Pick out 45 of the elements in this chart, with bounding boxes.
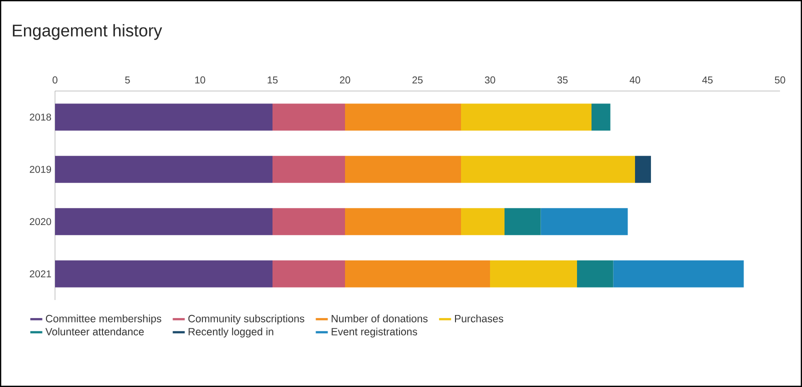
bar [345, 156, 462, 183]
x-tick-label: 30 [484, 76, 496, 84]
bar [461, 208, 505, 236]
bar [55, 104, 273, 131]
legend-label: Committee memberships [46, 314, 162, 324]
x-tick-label: 15 [268, 76, 278, 84]
y-tick-label: 2021 [30, 270, 51, 278]
legend-label: Volunteer attendance [45, 328, 144, 336]
y-tick-label: 2019 [30, 166, 52, 173]
x-tick-label: 20 [340, 76, 350, 84]
bar [55, 208, 273, 236]
bar [613, 260, 744, 288]
bar [635, 156, 651, 183]
x-tick-label: 25 [412, 76, 423, 84]
bar [490, 260, 578, 288]
x-tick-label: 10 [195, 76, 206, 84]
legend-label: Recently logged in [188, 328, 274, 338]
bar [272, 260, 346, 288]
bar [272, 208, 346, 236]
x-tick-label: 50 [774, 76, 786, 84]
bar [577, 260, 614, 288]
bar [504, 208, 541, 236]
bar [592, 104, 610, 131]
bar [540, 208, 628, 236]
x-tick-label: 35 [557, 76, 568, 84]
chart-title: Engagement history [12, 24, 162, 40]
y-tick-label: 2020 [30, 218, 52, 226]
bar [55, 156, 273, 183]
legend-label: Number of donations [332, 314, 428, 322]
bar [461, 104, 592, 131]
bar [345, 208, 462, 236]
legend-label: Event registrations [332, 328, 418, 338]
x-tick-label: 40 [630, 76, 640, 84]
bar [55, 260, 273, 288]
legend-label: Community subscriptions [188, 314, 304, 324]
y-tick-label: 2018 [30, 114, 52, 121]
x-tick-label: 45 [702, 76, 713, 84]
bar [272, 156, 346, 183]
bar [461, 156, 636, 183]
legend-label: Purchases [455, 314, 504, 322]
bar [345, 260, 490, 288]
x-tick-label: 0 [52, 76, 58, 84]
bar [345, 104, 462, 131]
x-tick-label: 5 [125, 76, 130, 84]
bar [272, 104, 346, 131]
